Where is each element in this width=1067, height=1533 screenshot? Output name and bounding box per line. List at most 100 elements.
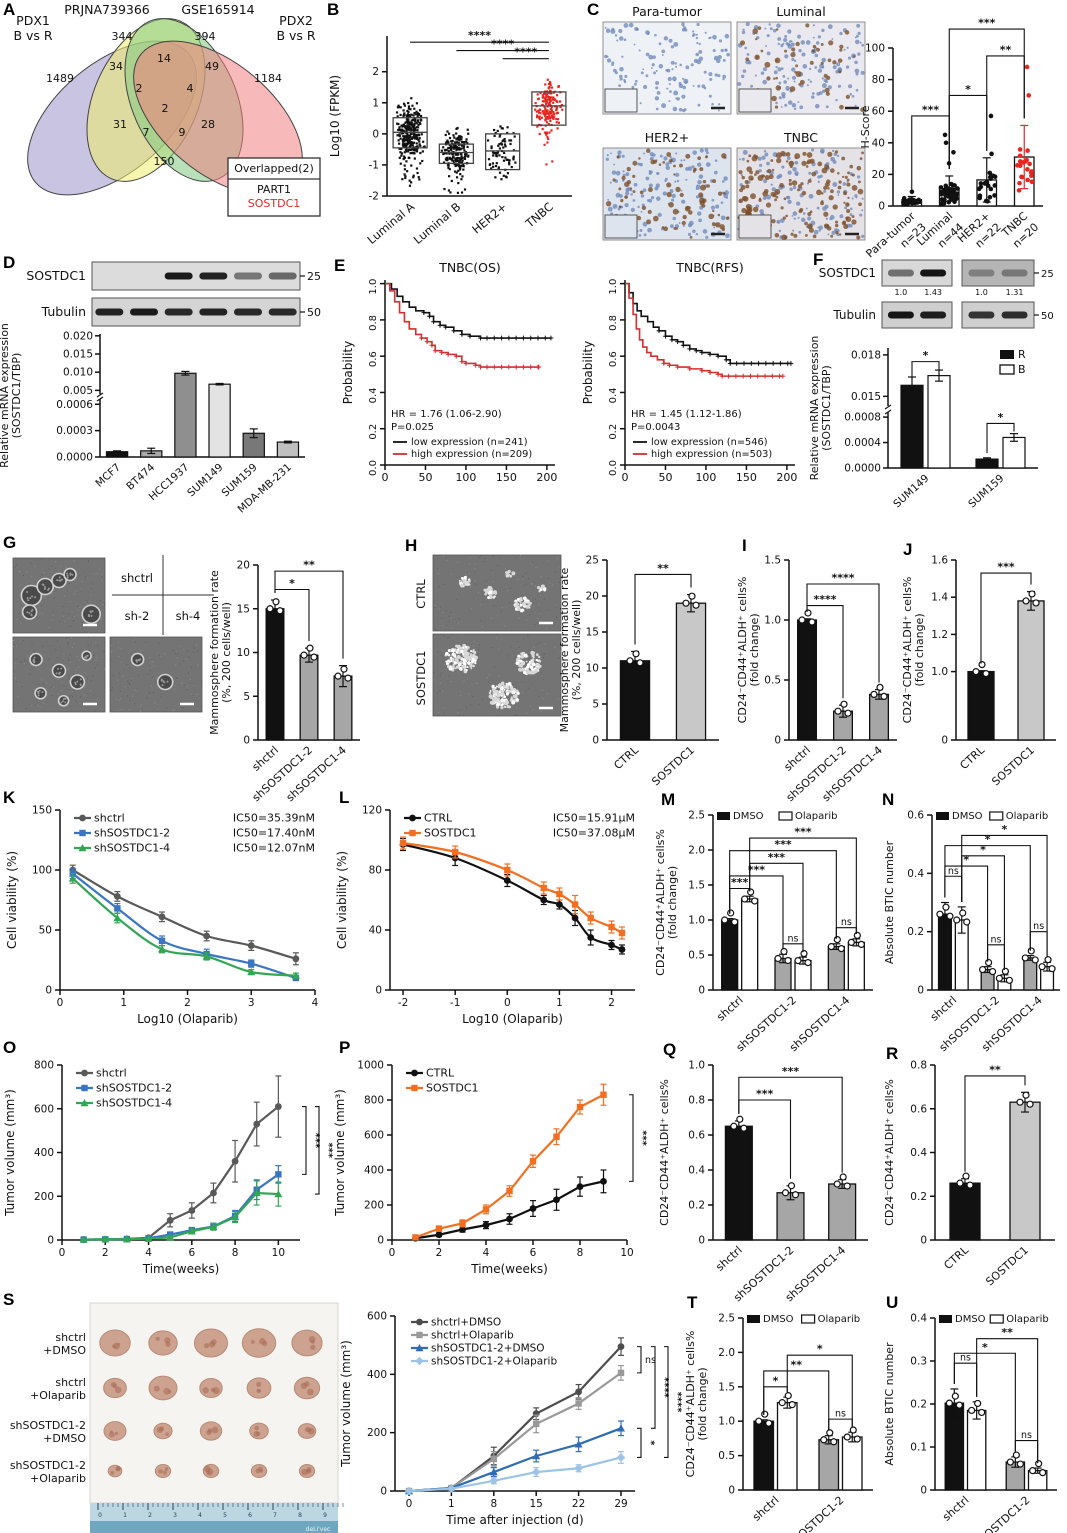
- panel-letter-T: T: [687, 1293, 698, 1312]
- svg-text:Luminal A: Luminal A: [364, 199, 417, 246]
- svg-text:TNBC: TNBC: [522, 200, 556, 232]
- svg-text:0.0000: 0.0000: [844, 463, 881, 475]
- svg-text:ns: ns: [991, 934, 1002, 945]
- svg-text:200: 200: [776, 471, 797, 484]
- svg-text:****: ****: [491, 38, 514, 51]
- svg-text:0: 0: [59, 1247, 66, 1259]
- svg-text:40: 40: [369, 925, 382, 937]
- invivo-overexpression-aldh-chart: 0 0.2 0.4 0.6 0.8 CTRL SOSTDC1 ** CD24⁻CD44⁺ALDH…: [883, 1060, 1055, 1288]
- svg-text:Time after injection (d): Time after injection (d): [445, 1513, 583, 1527]
- svg-text:Log10 (FPKM): Log10 (FPKM): [328, 75, 342, 157]
- svg-text:1.4: 1.4: [931, 592, 948, 604]
- svg-text:Log10 (Olaparib): Log10 (Olaparib): [462, 1012, 563, 1026]
- svg-text:*: *: [817, 1343, 823, 1356]
- panel-letter-M: M: [661, 790, 676, 809]
- svg-text:14: 14: [157, 52, 171, 65]
- svg-text:CD24⁻CD44⁺ALDH⁺ cells%: CD24⁻CD44⁺ALDH⁺ cells%: [901, 577, 914, 724]
- svg-text:*: *: [985, 833, 991, 846]
- svg-text:GSE165914: GSE165914: [181, 2, 254, 17]
- svg-text:P=0.0043: P=0.0043: [631, 422, 680, 433]
- svg-text:1184: 1184: [254, 72, 282, 85]
- svg-text:0.4: 0.4: [907, 868, 924, 880]
- svg-text:Tubulin: Tubulin: [832, 308, 876, 322]
- svg-text:-2: -2: [369, 191, 379, 203]
- svg-text:200: 200: [367, 1427, 387, 1439]
- svg-text:1.0: 1.0: [368, 279, 379, 295]
- svg-text:4: 4: [187, 82, 194, 95]
- svg-text:***: ***: [997, 561, 1015, 574]
- svg-text:0.4: 0.4: [910, 1313, 927, 1325]
- svg-text:0: 0: [622, 471, 629, 484]
- svg-text:28: 28: [201, 118, 215, 131]
- svg-text:Tumor volume (mm³): Tumor volume (mm³): [333, 1089, 347, 1217]
- svg-text:HER2+: HER2+: [645, 130, 689, 145]
- svg-text:(fold change): (fold change): [748, 613, 761, 686]
- svg-text:0.0004: 0.0004: [844, 437, 881, 449]
- svg-text:600: 600: [34, 1103, 54, 1115]
- svg-text:150: 150: [496, 471, 517, 484]
- svg-text:H-Score: H-Score: [859, 105, 872, 148]
- western-blot-and-mrna-chart: SOSTDC1 25 Tubulin 50 0.020 0.015 0.010 0.005 0.…: [0, 261, 321, 516]
- svg-text:Relative mRNA expression: Relative mRNA expression: [0, 323, 11, 468]
- panel-letter-O: O: [3, 1038, 17, 1057]
- svg-text:0.2: 0.2: [608, 424, 619, 440]
- svg-text:sh-4: sh-4: [176, 609, 201, 623]
- svg-text:20: 20: [237, 560, 250, 572]
- panel-letter-G: G: [3, 533, 17, 552]
- svg-text:****: ****: [831, 572, 854, 585]
- svg-text:****: ****: [468, 29, 491, 42]
- svg-text:shctrl: shctrl: [714, 994, 745, 1024]
- panel-letter-F: F: [813, 250, 824, 269]
- svg-text:CD24⁻CD44⁺ALDH⁺ cells%: CD24⁻CD44⁺ALDH⁺ cells%: [684, 1331, 697, 1478]
- svg-text:0.2: 0.2: [688, 1200, 705, 1212]
- svg-text:200: 200: [364, 1200, 384, 1212]
- knockdown-viability-curve: 0 50 100 150 0 1 2 3 4 shctrl IC50=35.39nM shSOSTDC…: [5, 805, 319, 1027]
- svg-text:600: 600: [364, 1130, 384, 1142]
- svg-text:shSOSTDC1-2: shSOSTDC1-2: [94, 827, 170, 840]
- svg-text:CTRL: CTRL: [611, 743, 641, 772]
- svg-text:Absolute BTIC number: Absolute BTIC number: [883, 1342, 896, 1466]
- svg-text:SOSTDC1: SOSTDC1: [26, 268, 86, 283]
- svg-text:394: 394: [195, 30, 216, 43]
- svg-text:shSOSTDC1-2: shSOSTDC1-2: [96, 1082, 172, 1095]
- svg-text:150: 150: [736, 471, 757, 484]
- svg-text:ns: ns: [960, 1353, 971, 1364]
- svg-text:0.020: 0.020: [63, 330, 93, 342]
- svg-text:1.6: 1.6: [931, 555, 948, 567]
- svg-text:***: ***: [731, 876, 749, 889]
- svg-text:2.5: 2.5: [718, 1313, 735, 1325]
- svg-text:DMSO: DMSO: [763, 1314, 794, 1325]
- svg-text:HR = 1.45 (1.12-1.86): HR = 1.45 (1.12-1.86): [631, 409, 742, 420]
- svg-text:0.6: 0.6: [368, 351, 379, 367]
- svg-text:0.2: 0.2: [907, 926, 924, 938]
- svg-text:Absolute BTIC number: Absolute BTIC number: [883, 840, 896, 964]
- svg-text:0.6: 0.6: [907, 810, 924, 822]
- svg-text:shctrl: shctrl: [750, 1494, 781, 1524]
- svg-text:120: 120: [362, 805, 382, 817]
- svg-text:**: **: [989, 1063, 1001, 1076]
- svg-text:Tubulin: Tubulin: [41, 304, 86, 319]
- svg-text:1.43: 1.43: [924, 288, 942, 297]
- svg-text:***: ***: [310, 1133, 321, 1149]
- panel-letter-B: B: [327, 0, 340, 19]
- svg-text:15: 15: [530, 1498, 543, 1510]
- svg-text:(fold change): (fold change): [666, 866, 679, 939]
- svg-text:***: ***: [756, 1088, 774, 1101]
- svg-text:0.5: 0.5: [718, 1450, 735, 1462]
- svg-text:0.4: 0.4: [688, 1165, 705, 1177]
- svg-text:150: 150: [154, 155, 175, 168]
- svg-text:Cell viability (%): Cell viability (%): [5, 851, 19, 949]
- overexpression-aldh-chart: 0 1.0 1.2 1.4 1.6 CTRL SOSTDC1 *** CD24⁻CD44⁺ALD…: [901, 555, 1056, 788]
- svg-text:*: *: [645, 1440, 656, 1446]
- olaparib-aldh-chart: 00.51.01.52.02.5shctrlshSOSTDC1-2shSOSTD…: [654, 810, 873, 1054]
- svg-text:sh-2: sh-2: [125, 609, 150, 623]
- svg-text:0: 0: [504, 997, 511, 1009]
- panel-letter-Q: Q: [663, 1040, 677, 1059]
- svg-text:2: 2: [148, 1512, 152, 1519]
- panel-letter-L: L: [339, 788, 350, 807]
- svg-text:0.4: 0.4: [368, 387, 379, 403]
- svg-text:***: ***: [782, 1065, 800, 1078]
- svg-text:0: 0: [98, 1512, 102, 1519]
